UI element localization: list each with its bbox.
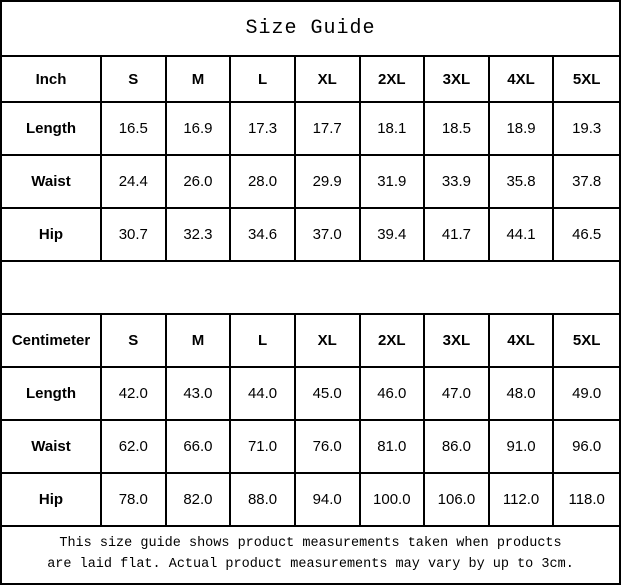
measurement-cell: 37.0 bbox=[295, 209, 361, 262]
measurement-cell: 26.0 bbox=[166, 156, 232, 209]
measurement-cell: 49.0 bbox=[554, 368, 619, 421]
measurement-cell: 44.1 bbox=[489, 209, 555, 262]
measurement-cell: 94.0 bbox=[295, 474, 361, 527]
measurement-cell: 17.3 bbox=[231, 103, 296, 156]
size-header-cell: 4XL bbox=[489, 315, 555, 368]
measurement-cell: 34.6 bbox=[231, 209, 296, 262]
size-header-cell: S bbox=[102, 57, 167, 103]
measurement-cell: 30.7 bbox=[102, 209, 167, 262]
row-label: Length bbox=[2, 103, 102, 156]
size-header-cell: S bbox=[102, 315, 167, 368]
size-header-cell: XL bbox=[295, 57, 361, 103]
measurement-cell: 18.5 bbox=[425, 103, 490, 156]
footer-note: This size guide shows product measuremen… bbox=[2, 527, 619, 583]
measurement-cell: 45.0 bbox=[295, 368, 361, 421]
measurement-cell: 96.0 bbox=[554, 421, 619, 474]
row-label: Waist bbox=[2, 421, 102, 474]
footer-note-line-1: This size guide shows product measuremen… bbox=[59, 536, 562, 552]
measurement-cell: 24.4 bbox=[102, 156, 167, 209]
measurement-cell: 106.0 bbox=[425, 474, 490, 527]
measurement-cell: 62.0 bbox=[102, 421, 167, 474]
measurement-cell: 78.0 bbox=[102, 474, 167, 527]
page-title: Size Guide bbox=[2, 2, 619, 57]
size-header-cell: M bbox=[166, 57, 232, 103]
row-label: Waist bbox=[2, 156, 102, 209]
size-header-cell: L bbox=[231, 315, 296, 368]
size-header-cell: 2XL bbox=[360, 57, 426, 103]
size-header-cell: 3XL bbox=[425, 315, 490, 368]
measurement-cell: 44.0 bbox=[231, 368, 296, 421]
measurement-cell: 46.0 bbox=[360, 368, 426, 421]
measurement-cell: 82.0 bbox=[166, 474, 232, 527]
measurement-cell: 100.0 bbox=[360, 474, 426, 527]
spacer-row bbox=[2, 262, 619, 315]
measurement-cell: 86.0 bbox=[425, 421, 490, 474]
measurement-cell: 18.1 bbox=[360, 103, 426, 156]
size-header-cell: XL bbox=[295, 315, 361, 368]
footer-note-line-2: are laid flat. Actual product measuremen… bbox=[47, 557, 574, 572]
measurement-cell: 16.5 bbox=[102, 103, 167, 156]
size-header-cell: 2XL bbox=[360, 315, 426, 368]
measurement-cell: 91.0 bbox=[489, 421, 555, 474]
measurement-cell: 28.0 bbox=[231, 156, 296, 209]
measurement-cell: 88.0 bbox=[231, 474, 296, 527]
measurement-cell: 43.0 bbox=[166, 368, 232, 421]
measurement-cell: 31.9 bbox=[360, 156, 426, 209]
size-header-cell: L bbox=[231, 57, 296, 103]
measurement-cell: 32.3 bbox=[166, 209, 232, 262]
measurement-cell: 37.8 bbox=[554, 156, 619, 209]
row-label: Length bbox=[2, 368, 102, 421]
size-header-cell: 3XL bbox=[425, 57, 490, 103]
measurement-cell: 42.0 bbox=[102, 368, 167, 421]
measurement-cell: 71.0 bbox=[231, 421, 296, 474]
measurement-cell: 41.7 bbox=[425, 209, 490, 262]
measurement-cell: 118.0 bbox=[554, 474, 619, 527]
unit-header-centimeter: Centimeter bbox=[2, 315, 102, 368]
unit-header-inch: Inch bbox=[2, 57, 102, 103]
measurement-cell: 48.0 bbox=[489, 368, 555, 421]
size-tables-grid: Inch S M L XL 2XL 3XL 4XL 5XL Length 16.… bbox=[2, 57, 619, 527]
size-header-cell: 5XL bbox=[554, 315, 619, 368]
measurement-cell: 112.0 bbox=[489, 474, 555, 527]
measurement-cell: 46.5 bbox=[554, 209, 619, 262]
measurement-cell: 18.9 bbox=[489, 103, 555, 156]
measurement-cell: 76.0 bbox=[295, 421, 361, 474]
measurement-cell: 66.0 bbox=[166, 421, 232, 474]
measurement-cell: 29.9 bbox=[295, 156, 361, 209]
measurement-cell: 16.9 bbox=[166, 103, 232, 156]
measurement-cell: 81.0 bbox=[360, 421, 426, 474]
row-label: Hip bbox=[2, 474, 102, 527]
measurement-cell: 35.8 bbox=[489, 156, 555, 209]
measurement-cell: 33.9 bbox=[425, 156, 490, 209]
measurement-cell: 39.4 bbox=[360, 209, 426, 262]
measurement-cell: 47.0 bbox=[425, 368, 490, 421]
size-header-cell: 5XL bbox=[554, 57, 619, 103]
measurement-cell: 19.3 bbox=[554, 103, 619, 156]
row-label: Hip bbox=[2, 209, 102, 262]
measurement-cell: 17.7 bbox=[295, 103, 361, 156]
size-header-cell: 4XL bbox=[489, 57, 555, 103]
size-header-cell: M bbox=[166, 315, 232, 368]
